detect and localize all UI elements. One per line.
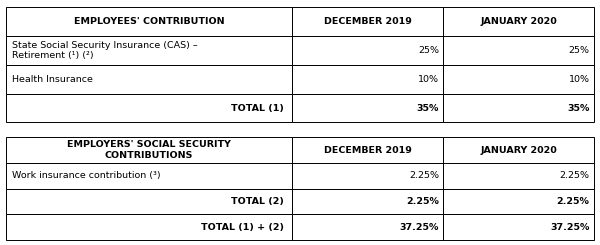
Bar xyxy=(292,189,443,214)
Text: State Social Security Insurance (CAS) –
Retirement (¹) (²): State Social Security Insurance (CAS) – … xyxy=(12,41,197,60)
Text: EMPLOYERS' SOCIAL SECURITY
CONTRIBUTIONS: EMPLOYERS' SOCIAL SECURITY CONTRIBUTIONS xyxy=(67,140,231,160)
Bar xyxy=(443,189,594,214)
Text: 37.25%: 37.25% xyxy=(400,223,439,232)
Bar xyxy=(443,214,594,240)
Bar xyxy=(6,189,292,214)
Text: TOTAL (1): TOTAL (1) xyxy=(231,104,284,113)
Text: 10%: 10% xyxy=(418,75,439,84)
Bar xyxy=(443,163,594,189)
Text: 35%: 35% xyxy=(416,104,439,113)
Text: 25%: 25% xyxy=(568,46,589,55)
Text: JANUARY 2020: JANUARY 2020 xyxy=(481,17,557,26)
Bar xyxy=(6,36,292,65)
Text: JANUARY 2020: JANUARY 2020 xyxy=(481,146,557,155)
Bar xyxy=(292,214,443,240)
Bar xyxy=(6,214,292,240)
Bar xyxy=(292,137,443,163)
Text: TOTAL (1) + (2): TOTAL (1) + (2) xyxy=(201,223,284,232)
Text: 25%: 25% xyxy=(418,46,439,55)
Text: 2.25%: 2.25% xyxy=(409,171,439,180)
Bar xyxy=(443,7,594,36)
Text: DECEMBER 2019: DECEMBER 2019 xyxy=(324,146,412,155)
Text: 37.25%: 37.25% xyxy=(550,223,589,232)
Text: Health Insurance: Health Insurance xyxy=(12,75,92,84)
Bar xyxy=(292,7,443,36)
Bar xyxy=(292,65,443,94)
Bar xyxy=(443,36,594,65)
Bar xyxy=(292,94,443,122)
Bar xyxy=(292,36,443,65)
Bar xyxy=(6,65,292,94)
Bar xyxy=(6,163,292,189)
Bar xyxy=(443,65,594,94)
Text: 2.25%: 2.25% xyxy=(406,197,439,206)
Text: 10%: 10% xyxy=(568,75,589,84)
Bar xyxy=(443,137,594,163)
Text: Work insurance contribution (³): Work insurance contribution (³) xyxy=(12,171,160,180)
Text: 2.25%: 2.25% xyxy=(557,197,589,206)
Text: 35%: 35% xyxy=(567,104,589,113)
Bar xyxy=(6,7,292,36)
Text: DECEMBER 2019: DECEMBER 2019 xyxy=(324,17,412,26)
Text: TOTAL (2): TOTAL (2) xyxy=(231,197,284,206)
Bar xyxy=(292,163,443,189)
Text: 2.25%: 2.25% xyxy=(559,171,589,180)
Text: EMPLOYEES' CONTRIBUTION: EMPLOYEES' CONTRIBUTION xyxy=(74,17,224,26)
Bar xyxy=(6,137,292,163)
Bar xyxy=(443,94,594,122)
Bar xyxy=(6,94,292,122)
